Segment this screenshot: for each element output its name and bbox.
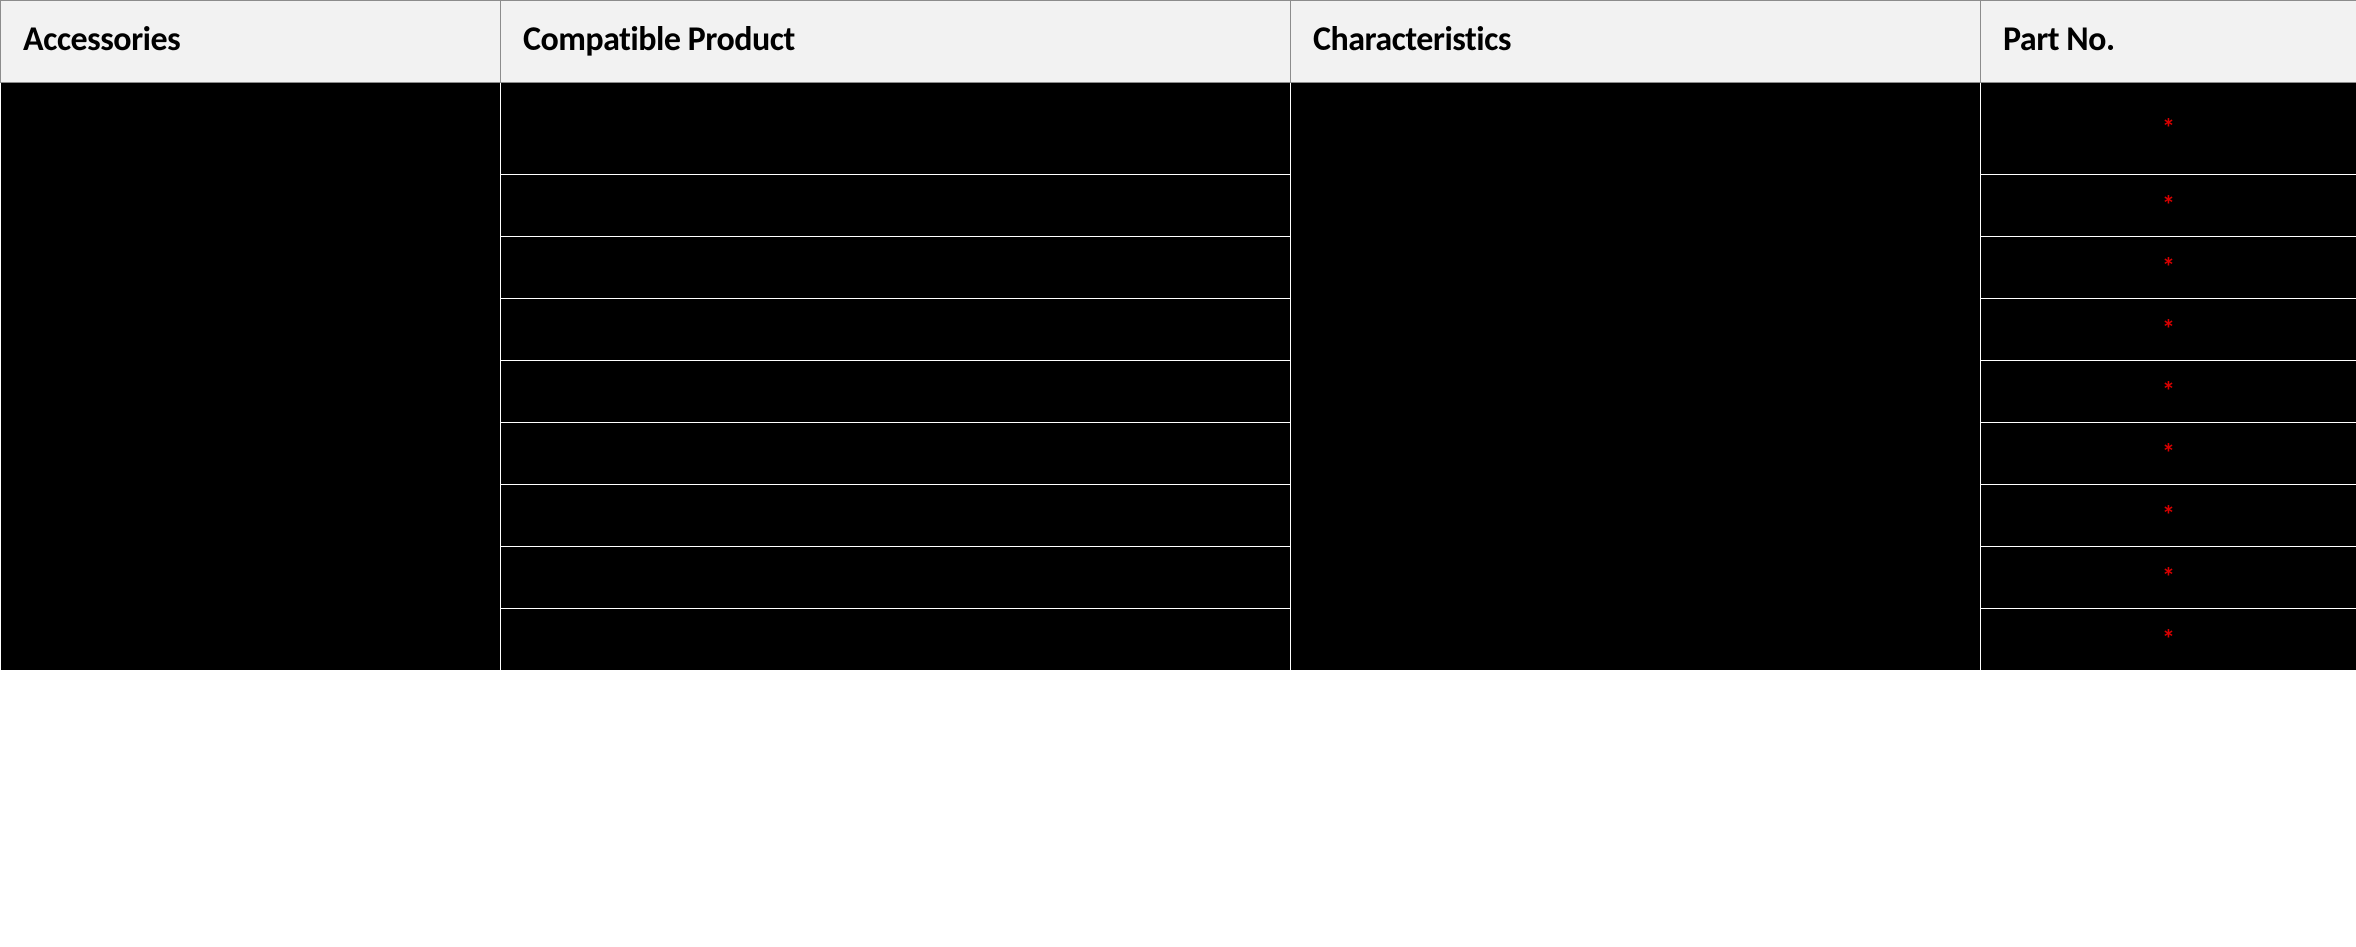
asterisk-icon: * <box>2162 564 2175 590</box>
cell-compatible <box>501 547 1291 609</box>
asterisk-icon: * <box>2162 440 2175 466</box>
cell-compatible <box>501 609 1291 671</box>
cell-compatible <box>501 423 1291 485</box>
col-header-compatible-product: Compatible Product <box>501 1 1291 83</box>
cell-part-no: * <box>1981 361 2356 423</box>
col-header-part-no: Part No. <box>1981 1 2356 83</box>
asterisk-icon: * <box>2162 378 2175 404</box>
col-header-accessories: Accessories <box>1 1 501 83</box>
cell-compatible <box>501 175 1291 237</box>
cell-part-no: * <box>1981 423 2356 485</box>
col-header-characteristics: Characteristics <box>1291 1 1981 83</box>
asterisk-icon: * <box>2162 316 2175 342</box>
asterisk-icon: * <box>2162 192 2175 218</box>
asterisk-icon: * <box>2162 254 2175 280</box>
cell-part-no: * <box>1981 83 2356 175</box>
cell-part-no: * <box>1981 485 2356 547</box>
cell-part-no: * <box>1981 237 2356 299</box>
cell-part-no: * <box>1981 609 2356 671</box>
cell-compatible <box>501 485 1291 547</box>
asterisk-icon: * <box>2162 626 2175 652</box>
cell-compatible <box>501 83 1291 175</box>
cell-compatible <box>501 299 1291 361</box>
cell-part-no: * <box>1981 175 2356 237</box>
table-row: * <box>1 83 2356 175</box>
cell-characteristics <box>1291 83 1981 671</box>
table-container: Accessories Compatible Product Character… <box>0 0 2356 671</box>
asterisk-icon: * <box>2162 115 2175 141</box>
asterisk-icon: * <box>2162 502 2175 528</box>
cell-compatible <box>501 237 1291 299</box>
cell-part-no: * <box>1981 547 2356 609</box>
cell-accessories <box>1 83 501 671</box>
cell-part-no: * <box>1981 299 2356 361</box>
table-header-row: Accessories Compatible Product Character… <box>1 1 2356 83</box>
accessories-table: Accessories Compatible Product Character… <box>0 0 2356 671</box>
cell-compatible <box>501 361 1291 423</box>
